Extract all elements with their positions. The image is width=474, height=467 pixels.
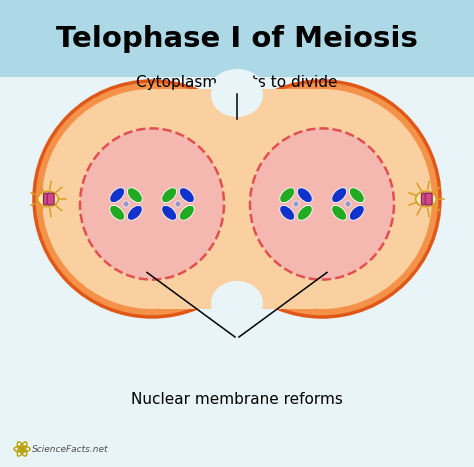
Ellipse shape <box>162 205 177 220</box>
Text: Nuclear membrane reforms: Nuclear membrane reforms <box>131 392 343 407</box>
Ellipse shape <box>179 188 194 203</box>
Ellipse shape <box>280 188 295 203</box>
Circle shape <box>212 89 432 309</box>
Text: Telophase I of Meiosis: Telophase I of Meiosis <box>56 25 418 53</box>
Text: ScienceFacts.net: ScienceFacts.net <box>32 445 109 453</box>
Ellipse shape <box>250 128 394 280</box>
Ellipse shape <box>80 128 224 280</box>
Ellipse shape <box>211 281 263 325</box>
Bar <box>0 0 474 77</box>
Circle shape <box>345 201 351 207</box>
Ellipse shape <box>332 188 346 203</box>
Ellipse shape <box>349 188 365 203</box>
Ellipse shape <box>179 205 194 220</box>
Ellipse shape <box>128 188 142 203</box>
Ellipse shape <box>109 205 125 220</box>
FancyBboxPatch shape <box>47 193 54 205</box>
Ellipse shape <box>208 281 266 329</box>
Circle shape <box>293 201 299 207</box>
Ellipse shape <box>280 205 295 220</box>
Ellipse shape <box>297 205 312 220</box>
Ellipse shape <box>109 188 125 203</box>
Bar <box>160 89 314 309</box>
Ellipse shape <box>37 191 58 207</box>
FancyBboxPatch shape <box>44 193 50 205</box>
Circle shape <box>19 446 25 452</box>
Circle shape <box>34 81 270 317</box>
Circle shape <box>204 81 440 317</box>
Ellipse shape <box>162 188 177 203</box>
FancyBboxPatch shape <box>421 193 428 205</box>
FancyBboxPatch shape <box>425 193 432 205</box>
Circle shape <box>123 201 129 207</box>
Ellipse shape <box>416 191 437 207</box>
Ellipse shape <box>128 205 142 220</box>
Ellipse shape <box>332 205 346 220</box>
Ellipse shape <box>211 73 263 117</box>
Ellipse shape <box>349 205 365 220</box>
Circle shape <box>42 89 262 309</box>
Ellipse shape <box>297 188 312 203</box>
Ellipse shape <box>208 69 266 117</box>
Circle shape <box>175 201 181 207</box>
Text: Cytoplasm starts to divide: Cytoplasm starts to divide <box>136 75 338 90</box>
